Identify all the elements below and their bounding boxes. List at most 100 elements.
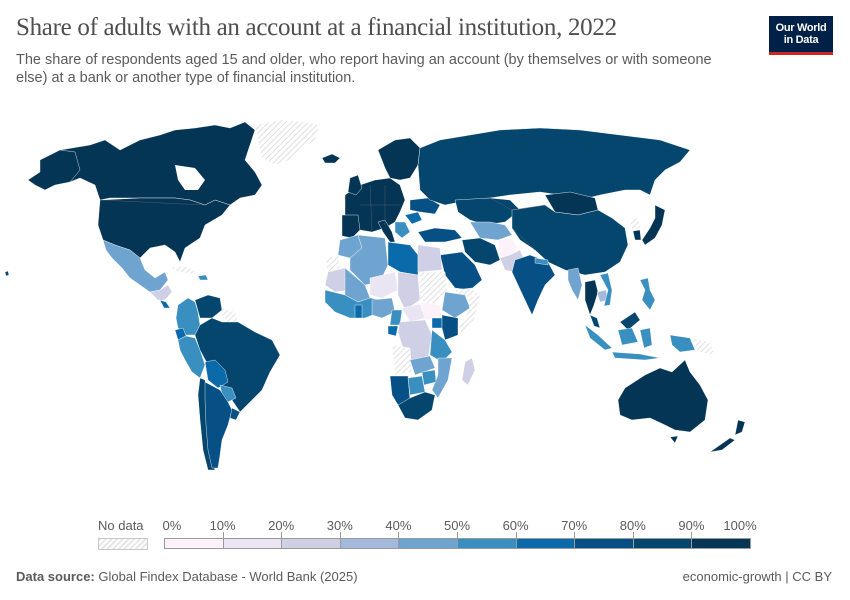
country-argentina[interactable] (204, 381, 233, 469)
country-chad[interactable] (397, 271, 421, 311)
country-egypt[interactable] (417, 244, 443, 273)
legend: No data 0% 10% 20% 30% 40% 50% 60% 70% 80% 90% 100… (98, 518, 778, 552)
country-guianas[interactable] (221, 307, 239, 323)
country-central-asia[interactable] (469, 221, 513, 241)
legend-bin[interactable] (457, 538, 517, 549)
legend-tick-mark (222, 532, 224, 538)
country-australia[interactable] (617, 359, 709, 433)
country-nepal[interactable] (534, 257, 549, 266)
country-south-africa[interactable] (397, 391, 436, 421)
country-madagascar[interactable] (461, 357, 476, 386)
country-afghanistan[interactable] (497, 237, 519, 259)
country-peru[interactable] (177, 335, 206, 379)
no-data-label: No data (98, 518, 144, 533)
country-ethiopia[interactable] (441, 291, 471, 319)
country-gabon[interactable] (387, 325, 399, 337)
legend-tick-mark (574, 532, 576, 538)
country-zambia[interactable] (409, 355, 436, 376)
country-alaska[interactable] (27, 149, 81, 191)
legend-bin[interactable] (574, 538, 634, 549)
country-uruguay[interactable] (229, 407, 241, 421)
country-canada[interactable] (39, 121, 263, 206)
country-russia[interactable] (417, 127, 691, 206)
legend-tick-label: 10% (209, 518, 236, 533)
legend-tick-label: 0% (162, 518, 182, 533)
legend-bin[interactable] (222, 538, 283, 549)
country-libya[interactable] (387, 241, 419, 276)
country-iran[interactable] (461, 237, 501, 266)
country-china[interactable] (511, 204, 629, 276)
country-tanzania[interactable] (429, 329, 453, 363)
country-scandinavia[interactable] (377, 137, 421, 181)
country-uk[interactable] (347, 174, 363, 196)
country-tasmania[interactable] (669, 435, 679, 444)
legend-tick-label: 60% (502, 518, 529, 533)
country-saudi-arabia[interactable] (439, 251, 483, 291)
country-sudan[interactable] (419, 271, 449, 306)
country-iberia[interactable] (341, 214, 361, 239)
legend-bin[interactable] (515, 538, 576, 549)
country-angola[interactable] (391, 344, 413, 376)
legend-tick-mark (398, 532, 400, 538)
logo-line1: Our World (775, 22, 827, 34)
country-venezuela[interactable] (194, 294, 223, 319)
country-kazakhstan[interactable] (454, 197, 521, 226)
country-costa-rica[interactable] (159, 299, 171, 309)
legend-bin[interactable] (281, 538, 341, 549)
country-ghana[interactable] (354, 304, 363, 319)
legend-tick-mark (515, 532, 517, 538)
border-us-canada (99, 199, 206, 206)
country-new-zealand[interactable] (709, 419, 746, 453)
country-malaysia[interactable] (589, 311, 641, 331)
country-iceland[interactable] (321, 153, 341, 164)
legend-bin[interactable] (632, 538, 693, 549)
owid-logo[interactable]: Our World in Data (769, 16, 833, 55)
legend-tick-label: 40% (385, 518, 412, 533)
country-north-korea[interactable] (629, 217, 641, 231)
country-mozambique[interactable] (431, 357, 453, 399)
country-bolivia[interactable] (204, 359, 229, 389)
country-dominican-republic[interactable] (197, 274, 209, 281)
country-japan[interactable] (641, 204, 666, 246)
country-turkey[interactable] (417, 227, 463, 243)
country-vietnam[interactable] (599, 272, 613, 307)
country-myanmar[interactable] (567, 267, 583, 301)
license-info[interactable]: economic-growth | CC BY (682, 569, 832, 584)
country-car[interactable] (401, 303, 426, 323)
legend-tick-label: 70% (561, 518, 588, 533)
country-balkans[interactable] (394, 221, 411, 239)
country-romania[interactable] (404, 211, 423, 225)
country-philippines[interactable] (639, 277, 656, 311)
country-somalia[interactable] (457, 294, 481, 336)
logo-line2: in Data (783, 34, 819, 46)
country-papua-new-guinea[interactable] (691, 337, 716, 356)
country-uganda[interactable] (431, 317, 443, 329)
country-zimbabwe[interactable] (421, 369, 437, 386)
country-mexico[interactable] (102, 239, 169, 293)
legend-tick-label: 80% (619, 518, 646, 533)
data-source-link[interactable]: Global Findex Database - World Bank (202… (98, 569, 358, 584)
country-nigeria[interactable] (371, 297, 396, 319)
data-source-label: Data source: (16, 569, 95, 584)
country-central-america[interactable] (149, 284, 173, 301)
country-niger[interactable] (369, 271, 399, 299)
country-cuba[interactable] (169, 265, 199, 275)
country-botswana[interactable] (407, 375, 426, 396)
country-greenland[interactable] (254, 119, 321, 166)
world-map (0, 110, 850, 510)
color-scale: 0% 10% 20% 30% 40% 50% 60% 70% 80% 90% 100% (162, 518, 757, 552)
no-data-swatch[interactable] (98, 538, 148, 550)
country-kenya[interactable] (441, 314, 459, 341)
country-india[interactable] (511, 254, 556, 316)
country-western-sahara[interactable] (324, 254, 341, 273)
legend-bin[interactable] (164, 538, 224, 549)
legend-bin[interactable] (691, 538, 751, 549)
country-hawaii[interactable] (4, 270, 10, 277)
country-indonesia[interactable] (584, 324, 696, 361)
country-south-korea[interactable] (632, 229, 642, 241)
legend-bin[interactable] (398, 538, 458, 549)
country-thailand[interactable] (584, 279, 599, 316)
legend-tick-label: 100% (723, 518, 757, 533)
legend-bin[interactable] (339, 538, 400, 549)
country-mauritania[interactable] (324, 267, 351, 293)
